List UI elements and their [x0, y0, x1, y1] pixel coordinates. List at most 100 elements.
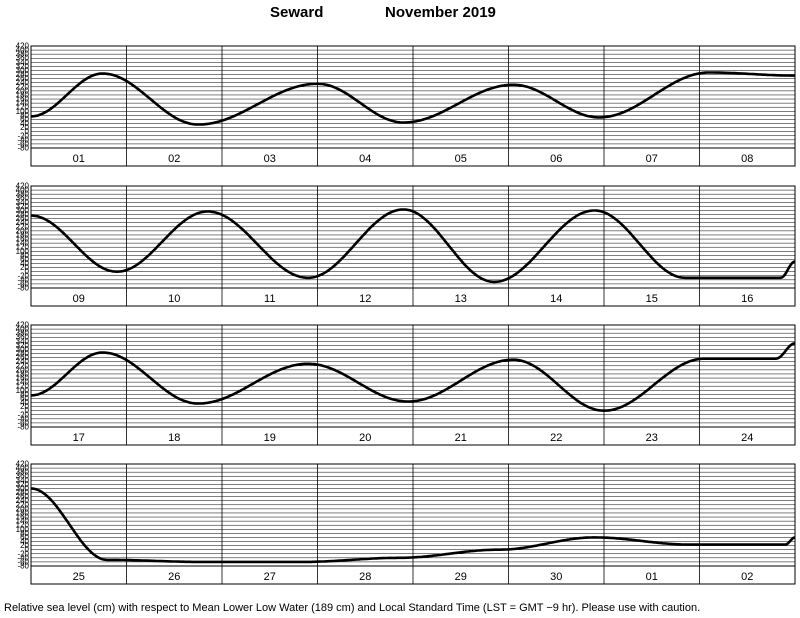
y-tick-label: 380 — [16, 190, 30, 199]
day-label: 30 — [550, 571, 562, 583]
y-tick-label: 160 — [16, 513, 30, 522]
month-year: November 2019 — [385, 4, 496, 21]
tide-panel-3: 4204003803603403203002802602402202001801… — [16, 321, 796, 446]
tide-panel-1: 4204003803603403203002802602402202001801… — [16, 42, 796, 167]
y-tick-label: 100 — [16, 247, 30, 256]
y-tick-label: 360 — [16, 472, 30, 481]
y-tick-label: 100 — [16, 525, 30, 534]
y-tick-label: 220 — [16, 82, 30, 91]
y-tick-label: 340 — [16, 58, 30, 67]
y-tick-label: 140 — [16, 239, 30, 248]
y-tick-label: 420 — [16, 321, 30, 330]
day-label: 23 — [646, 432, 658, 444]
y-tick-label: -20 — [17, 410, 29, 419]
tide-curve — [30, 342, 796, 413]
tide-curve — [31, 208, 796, 284]
y-tick-label: 120 — [16, 382, 30, 391]
y-tick-label: -20 — [17, 549, 29, 558]
chart-title: Seward November 2019 — [0, 4, 800, 24]
day-label: 10 — [168, 293, 180, 305]
day-label: 13 — [455, 293, 467, 305]
tide-panel-2: 4204003803603403203002802602402202001801… — [16, 182, 796, 307]
y-tick-label: 260 — [16, 492, 30, 501]
y-tick-label: -80 — [17, 562, 29, 571]
y-tick-label: 400 — [16, 186, 30, 195]
y-tick-label: 220 — [16, 361, 30, 370]
day-label: 05 — [455, 153, 467, 165]
y-tick-label: 420 — [16, 182, 30, 191]
day-label: 11 — [264, 293, 275, 305]
y-tick-label: 20 — [20, 402, 29, 411]
y-tick-label: 380 — [16, 329, 30, 338]
tide-panel-4: 4204003803603403203002802602402202001801… — [16, 460, 796, 585]
y-tick-label: 300 — [16, 345, 30, 354]
day-label: 14 — [550, 293, 562, 305]
y-tick-label: 160 — [16, 235, 30, 244]
day-label: 02 — [168, 153, 180, 165]
y-tick-label: -60 — [17, 139, 29, 148]
y-tick-label: 60 — [20, 394, 29, 403]
y-tick-label: 20 — [20, 541, 29, 550]
y-tick-label: 140 — [16, 378, 30, 387]
y-tick-label: 0 — [25, 545, 30, 554]
y-tick-label: 240 — [16, 357, 30, 366]
day-label: 09 — [73, 293, 85, 305]
y-tick-label: 300 — [16, 66, 30, 75]
y-tick-label: 400 — [16, 464, 30, 473]
y-tick-label: 140 — [16, 517, 30, 526]
y-tick-label: 140 — [16, 99, 30, 108]
y-tick-label: 40 — [20, 119, 29, 128]
day-label: 19 — [264, 432, 276, 444]
y-tick-label: 0 — [25, 127, 30, 136]
day-label: 02 — [741, 571, 753, 583]
y-tick-label: -60 — [17, 557, 29, 566]
y-tick-label: 80 — [20, 529, 29, 538]
y-tick-label: 340 — [16, 476, 30, 485]
y-tick-label: 180 — [16, 230, 30, 239]
y-tick-label: 400 — [16, 46, 30, 55]
y-tick-label: 40 — [20, 398, 29, 407]
y-tick-label: 180 — [16, 508, 30, 517]
y-tick-label: -20 — [17, 131, 29, 140]
day-label: 15 — [646, 293, 658, 305]
day-label: 03 — [264, 153, 276, 165]
y-tick-label: 320 — [16, 62, 30, 71]
day-label: 01 — [646, 571, 658, 583]
y-tick-label: 0 — [25, 267, 30, 276]
day-label: 08 — [741, 153, 753, 165]
y-tick-label: -80 — [17, 423, 29, 432]
day-label: 26 — [168, 571, 180, 583]
y-tick-label: 280 — [16, 210, 30, 219]
caption: Relative sea level (cm) with respect to … — [4, 602, 701, 614]
y-tick-label: 300 — [16, 484, 30, 493]
y-tick-label: 120 — [16, 103, 30, 112]
y-tick-label: 280 — [16, 488, 30, 497]
y-tick-label: 240 — [16, 218, 30, 227]
y-tick-label: 160 — [16, 95, 30, 104]
y-tick-label: -60 — [17, 279, 29, 288]
y-tick-label: -40 — [17, 135, 29, 144]
y-tick-label: 200 — [16, 226, 30, 235]
day-label: 17 — [73, 432, 85, 444]
y-tick-label: 360 — [16, 333, 30, 342]
day-label: 27 — [264, 571, 276, 583]
y-tick-label: 260 — [16, 74, 30, 83]
day-label: 24 — [741, 432, 753, 444]
y-tick-label: 160 — [16, 374, 30, 383]
y-tick-label: 400 — [16, 325, 30, 334]
y-tick-label: 80 — [20, 251, 29, 260]
y-tick-label: 320 — [16, 341, 30, 350]
y-tick-label: 260 — [16, 214, 30, 223]
y-tick-label: 220 — [16, 222, 30, 231]
day-label: 12 — [359, 293, 371, 305]
y-tick-label: 220 — [16, 500, 30, 509]
y-tick-label: 420 — [16, 460, 30, 469]
y-tick-label: 240 — [16, 496, 30, 505]
y-tick-label: 100 — [16, 386, 30, 395]
y-tick-label: 240 — [16, 78, 30, 87]
y-tick-label: 320 — [16, 202, 30, 211]
y-tick-label: 320 — [16, 480, 30, 489]
y-tick-label: 80 — [20, 111, 29, 120]
tide-curve — [30, 487, 796, 564]
